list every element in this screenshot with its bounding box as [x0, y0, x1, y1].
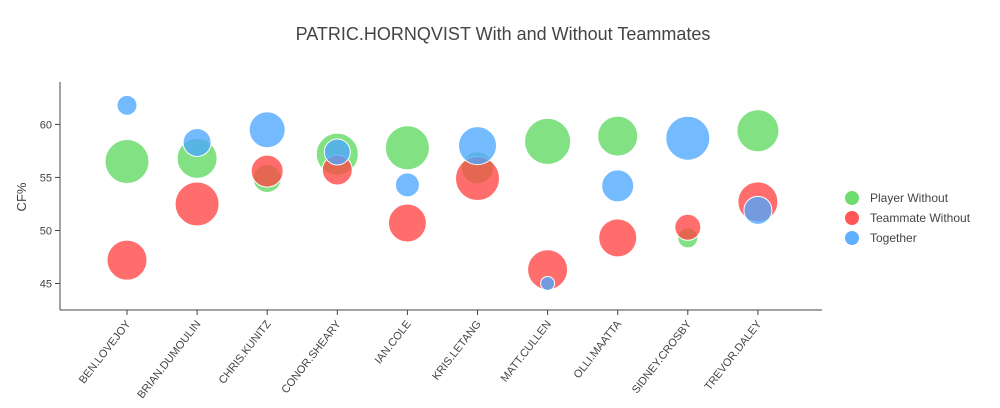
x-tick-label: KRIS.LETANG	[430, 318, 484, 382]
bubble-teammate-without[interactable]	[174, 181, 220, 227]
x-tick-label: OLLI.MAATTA	[572, 318, 625, 381]
bubble-player-without[interactable]	[524, 117, 572, 165]
bubble-teammate-without[interactable]	[387, 203, 427, 243]
bubble-together[interactable]	[540, 275, 556, 291]
legend: Player Without Teammate Without Together	[845, 191, 971, 245]
bubble-teammate-without[interactable]	[598, 218, 638, 258]
legend-marker[interactable]	[845, 191, 859, 205]
bubble-together[interactable]	[665, 115, 711, 161]
legend-label[interactable]: Teammate Without	[870, 211, 971, 225]
y-axis: 45 50 55 60	[40, 82, 61, 310]
x-tick-label: CONOR.SHEARY	[279, 318, 344, 396]
bubble-together[interactable]	[394, 172, 420, 198]
bubble-teammate-without[interactable]	[106, 239, 148, 281]
legend-marker[interactable]	[845, 231, 859, 245]
x-tick-label: CHRIS.KUNITZ	[217, 318, 274, 386]
x-tick-label: MATT.CULLEN	[499, 318, 554, 384]
bubbles	[104, 94, 780, 291]
bubble-teammate-without[interactable]	[250, 154, 284, 188]
bubble-together[interactable]	[116, 94, 138, 116]
y-axis-title: CF%	[14, 182, 29, 211]
bubble-together[interactable]	[601, 169, 635, 203]
bubble-together[interactable]	[458, 126, 497, 166]
bubble-together[interactable]	[743, 195, 773, 225]
y-tick-label: 60	[40, 119, 52, 131]
legend-label[interactable]: Together	[870, 231, 917, 245]
y-tick-label: 55	[40, 172, 52, 184]
y-tick-label: 50	[40, 225, 52, 237]
legend-label[interactable]: Player Without	[870, 191, 949, 205]
x-tick-label: BEN.LOVEJOY	[77, 318, 134, 386]
x-tick-label: BRIAN.DUMOULIN	[135, 318, 203, 401]
x-tick-label: SIDNEY.CROSBY	[630, 318, 695, 396]
bubble-teammate-without[interactable]	[674, 213, 702, 241]
x-axis: BEN.LOVEJOY BRIAN.DUMOULIN CHRIS.KUNITZ CON…	[60, 309, 822, 401]
bubble-player-without[interactable]	[736, 109, 780, 153]
bubble-player-without[interactable]	[597, 115, 639, 157]
bubble-player-without[interactable]	[384, 125, 430, 171]
x-tick-label: TREVOR.DALEY	[702, 318, 764, 393]
bubble-player-without[interactable]	[104, 139, 150, 185]
y-tick-label: 45	[40, 278, 52, 290]
legend-marker[interactable]	[845, 211, 859, 225]
x-tick-label: IAN.COLE	[373, 318, 414, 366]
bubble-together[interactable]	[323, 138, 351, 166]
bubble-together[interactable]	[248, 111, 286, 149]
chart-title: PATRIC.HORNQVIST With and Without Teamma…	[296, 24, 711, 44]
bubble-together[interactable]	[182, 127, 212, 157]
